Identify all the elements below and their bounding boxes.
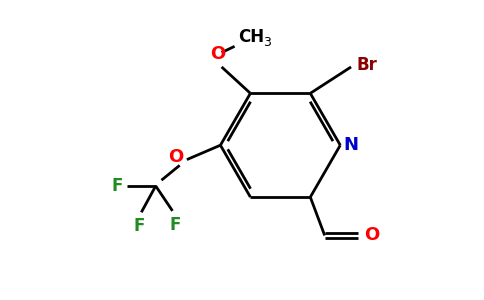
Text: CH: CH — [239, 28, 265, 46]
Text: Br: Br — [357, 56, 378, 74]
Text: F: F — [169, 216, 181, 234]
Text: N: N — [343, 136, 358, 154]
Text: 3: 3 — [263, 35, 271, 49]
Text: O: O — [168, 148, 183, 166]
Text: F: F — [133, 217, 145, 235]
Text: O: O — [210, 45, 226, 63]
Text: O: O — [364, 226, 379, 244]
Text: F: F — [112, 177, 123, 195]
